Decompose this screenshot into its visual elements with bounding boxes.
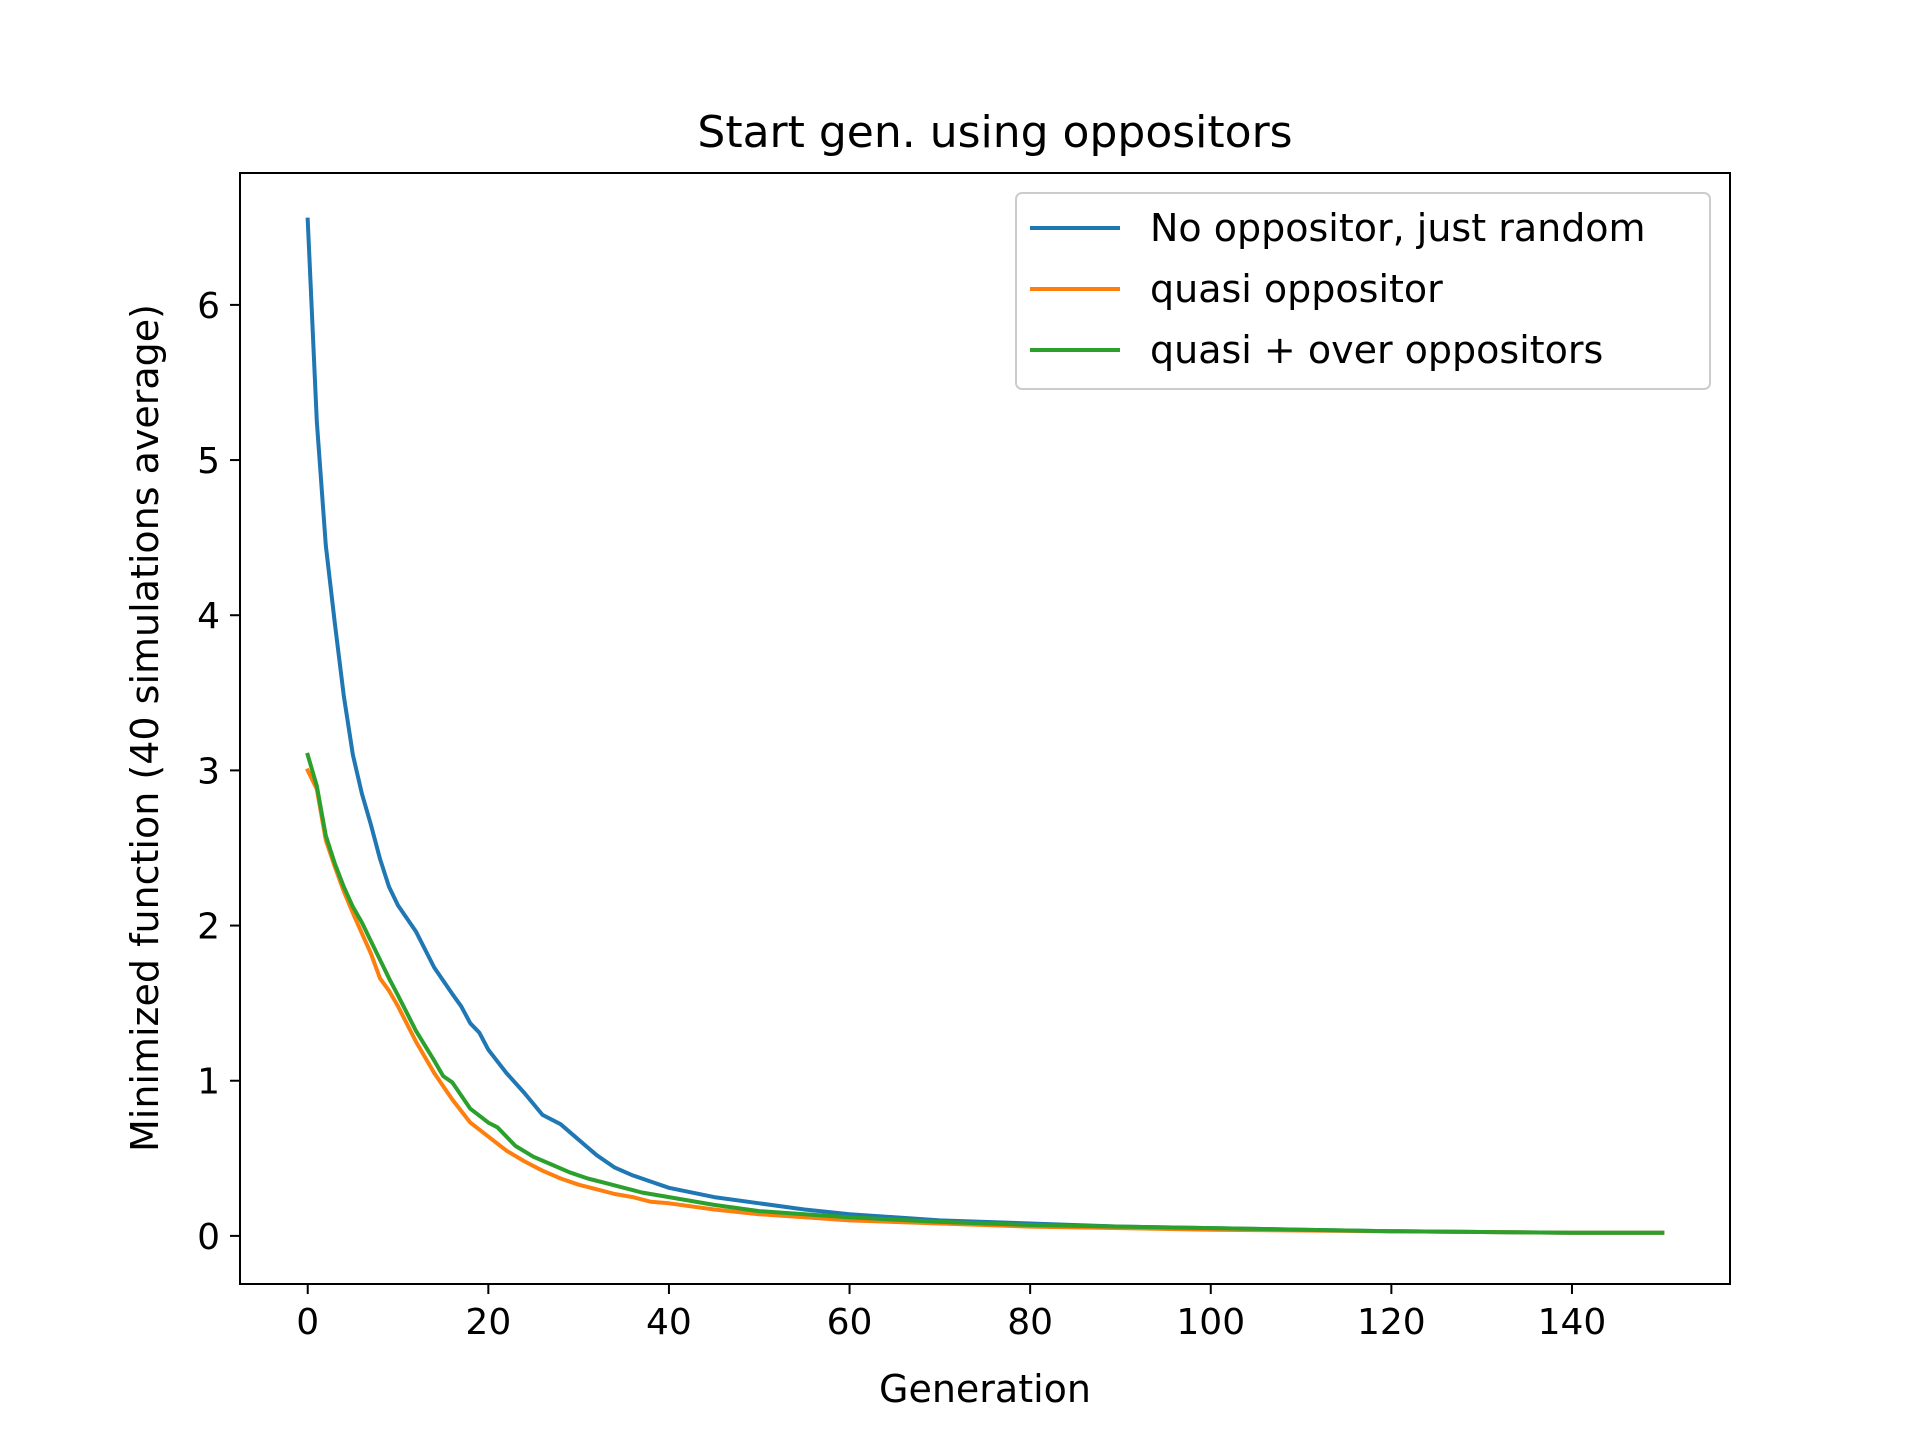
x-tick-label: 20: [465, 1302, 511, 1343]
legend-label-quasi-over-oppositors: quasi + over oppositors: [1150, 328, 1603, 372]
legend: No oppositor, just random quasi opposito…: [1015, 192, 1711, 390]
y-tick-label: 1: [197, 1062, 220, 1103]
plot-area-frame: [239, 172, 1731, 1285]
x-tick-label: 40: [646, 1302, 692, 1343]
y-tick-label: 5: [197, 441, 220, 482]
series-layer: [305, 217, 1665, 1235]
legend-box: [1015, 192, 1711, 390]
y-tick-label: 4: [197, 596, 220, 637]
y-tick-label: 0: [197, 1217, 220, 1258]
x-tick-label: 80: [1007, 1302, 1053, 1343]
x-tick-label: 100: [1176, 1302, 1245, 1343]
legend-label-quasi-oppositor: quasi oppositor: [1150, 267, 1443, 311]
series-line-quasi-over-oppositors: [305, 752, 1665, 1235]
x-tick-label: 140: [1538, 1302, 1607, 1343]
chart-title: Start gen. using oppositors: [697, 107, 1292, 158]
y-tick-label: 2: [197, 907, 220, 948]
y-axis-ticks: 0 1 2 3 4 5 6: [197, 286, 240, 1258]
legend-label-no-oppositor: No oppositor, just random: [1150, 206, 1646, 250]
y-tick-label: 3: [197, 751, 220, 792]
x-tick-label: 0: [296, 1302, 319, 1343]
x-tick-label: 120: [1357, 1302, 1426, 1343]
x-axis-ticks: 0 20 40 60 80 100 120 140: [296, 1284, 1606, 1343]
x-tick-label: 60: [827, 1302, 873, 1343]
y-tick-label: 6: [197, 286, 220, 327]
x-axis-label: Generation: [879, 1367, 1091, 1411]
y-axis-label: Minimized function (40 simulations avera…: [123, 304, 167, 1152]
